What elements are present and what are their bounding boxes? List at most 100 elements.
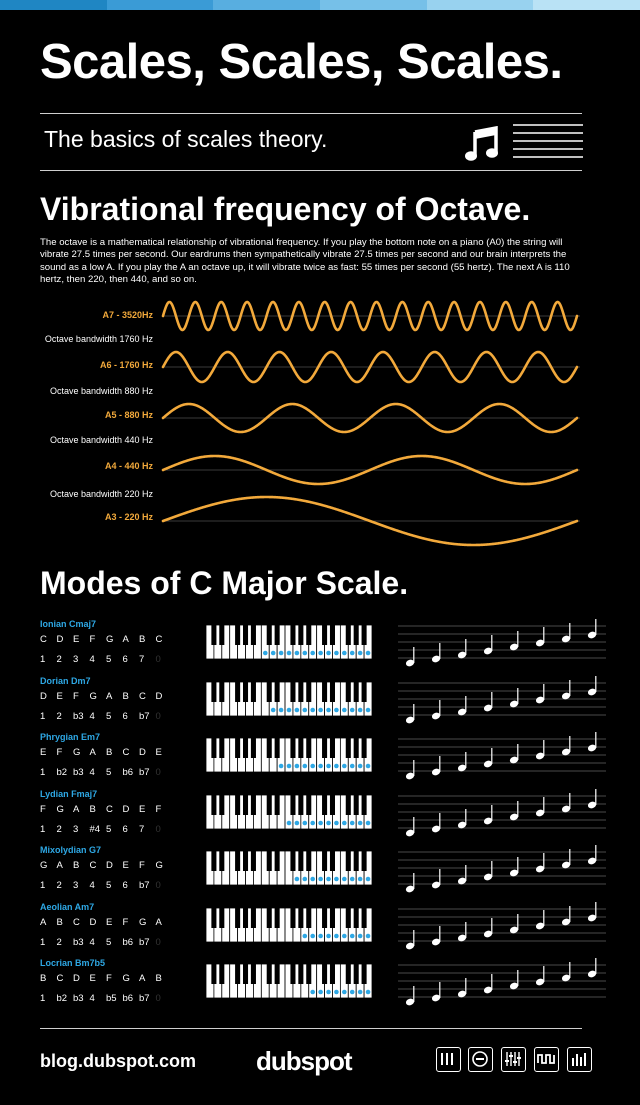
footer-url[interactable]: blog.dubspot.com [40,1051,196,1071]
scale-key-dot [326,820,331,825]
scale-degree: 6 [122,823,128,835]
black-key [250,738,256,758]
scale-key-dot [365,650,371,656]
top-bar-segment [320,0,427,10]
scale-degree: 7 [139,823,145,835]
piano-keyboard [205,907,373,942]
staff-note-head [561,692,571,699]
scale-note: D [89,916,97,928]
staff-note-head [405,659,415,667]
scale-degree: 4 [89,993,95,1004]
black-key [250,851,256,871]
piano-keyboard [205,624,373,660]
music-staff [398,619,606,667]
scale-key-dot [365,707,371,712]
staff-note-head [457,764,467,772]
staff-note-head [587,688,597,695]
scale-degree: b3 [73,710,84,722]
header-bottom-divider [40,170,582,171]
dubspot-logo: dubspot [256,1046,354,1076]
black-key [290,907,296,928]
staff-note-head [509,813,519,820]
black-key [290,625,296,645]
scale-key-dot [278,650,284,656]
sine-wave [161,495,579,547]
black-key [306,738,312,758]
scale-key-dot [342,650,347,656]
black-key [298,851,304,871]
black-key [266,794,272,815]
black-key [219,794,225,815]
scale-key-dot [326,763,331,769]
black-key [298,625,304,645]
black-key [290,964,296,984]
black-key [329,851,336,871]
scale-note: F [155,803,162,815]
page-title: Scales, Scales, Scales. [40,35,563,89]
scale-key-dot [302,876,308,882]
page-subtitle: The basics of scales theory. [44,126,328,152]
scale-key-dot [357,989,363,995]
staff-note-head [431,938,441,945]
scale-note: F [56,747,63,758]
scale-note: G [122,973,130,984]
staff-note-head [587,914,597,921]
scale-note: D [40,690,47,702]
scale-note: E [73,634,80,645]
scale-key-dot [294,763,300,769]
scale-key-dot [357,763,363,769]
scale-degree: 1 [40,710,46,722]
wave-label-a3: A3 - 220 Hz [104,512,153,522]
black-key [306,794,312,815]
black-key [345,738,351,758]
black-key [298,738,304,758]
mode-degrees: 1 2 b3 4 5 6 b7 0 [40,711,172,722]
scale-degree: 6 [122,710,128,722]
scale-key-dot [318,989,323,995]
bandwidth-label-440: Octave bandwidth 440 Hz [49,435,153,445]
scale-note: D [122,803,130,815]
black-key [250,794,256,815]
minus-circle-icon[interactable] [468,1047,493,1072]
scale-note: E [106,916,113,928]
mixer-sliders-icon[interactable] [501,1047,526,1072]
equalizer-icon[interactable] [567,1047,592,1072]
scale-key-dot [326,933,331,938]
black-key [235,738,241,758]
scale-degree: b2 [56,767,68,778]
wave-label-a4: A4 - 440 Hz [104,461,153,471]
scale-key-dot [310,820,316,825]
staff-note-head [509,926,519,933]
waveform-icon[interactable] [534,1047,559,1072]
scale-note: B [40,973,47,984]
scale-key-dot [349,820,355,825]
scale-key-dot [294,820,300,825]
scale-note: D [106,860,113,871]
scale-key-dot [294,876,300,882]
scale-note: B [73,860,80,871]
scale-key-dot [318,763,323,769]
scale-degree: b3 [73,767,84,778]
black-key [353,738,359,758]
staff-note-head [483,930,493,937]
staff-note-head [483,704,493,711]
staff-note-head [561,748,571,756]
scale-degree: 4 [89,936,95,948]
music-staff [398,958,606,1006]
scale-key-dot [365,933,371,938]
keyboard-icon[interactable] [436,1047,461,1072]
scale-degree: 5 [106,936,112,948]
staff-note-head [431,881,441,889]
scale-degree: 0 [155,654,161,665]
scale-key-dot [318,820,323,825]
modes-section-title: Modes of C Major Scale. [40,565,409,601]
scale-key-dot [349,763,355,769]
staff-note-head [561,918,571,925]
octave-waves-chart [161,300,580,547]
black-key [235,625,241,645]
black-key [322,625,328,645]
staff-note-head [509,869,519,877]
